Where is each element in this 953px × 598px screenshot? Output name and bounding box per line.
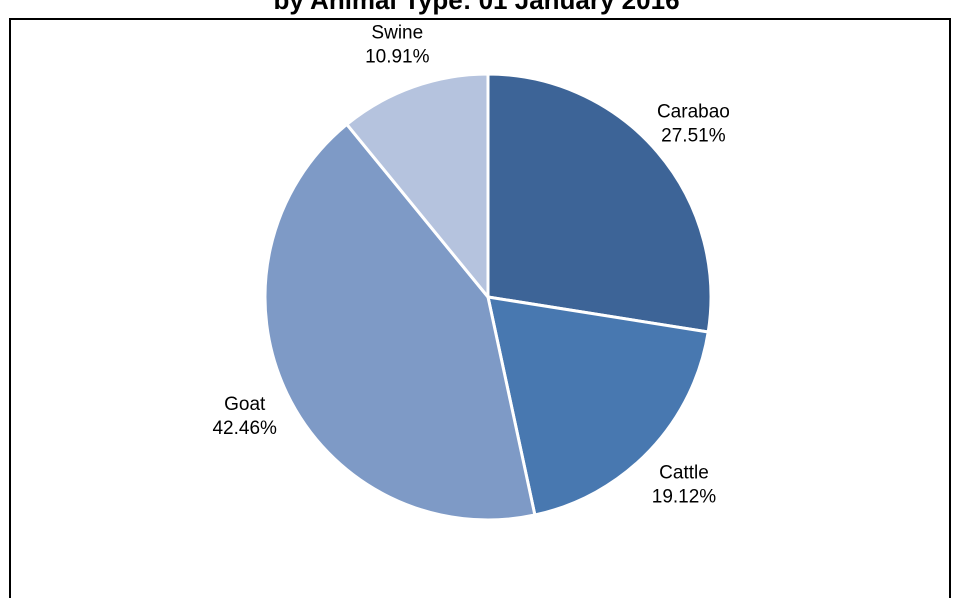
chart-title: by Animal Type: 01 January 2016 — [273, 0, 680, 15]
pie-chart: Carabao 27.51% Cattle 19.12% Goat 42.46% Swine… — [212, 23, 730, 522]
slice-label-cattle: Cattle — [659, 463, 709, 484]
pie-slice-cattle — [486, 295, 710, 517]
chart-frame — [9, 18, 951, 598]
slice-value-goat: 42.46% — [212, 418, 277, 439]
slice-value-swine: 10.91% — [365, 47, 430, 68]
pie-slice-swine — [345, 72, 490, 299]
pie-slice-goat — [263, 122, 537, 522]
pie-slices — [263, 72, 713, 522]
slice-value-carabao: 27.51% — [661, 126, 726, 147]
slice-label-carabao: Carabao — [657, 102, 730, 123]
slice-label-goat: Goat — [224, 394, 266, 415]
slice-value-cattle: 19.12% — [652, 487, 717, 508]
pie-slice-carabao — [486, 72, 713, 334]
slice-label-swine: Swine — [371, 23, 423, 44]
pie-labels: Carabao 27.51% Cattle 19.12% Goat 42.46% Swine… — [212, 23, 729, 508]
